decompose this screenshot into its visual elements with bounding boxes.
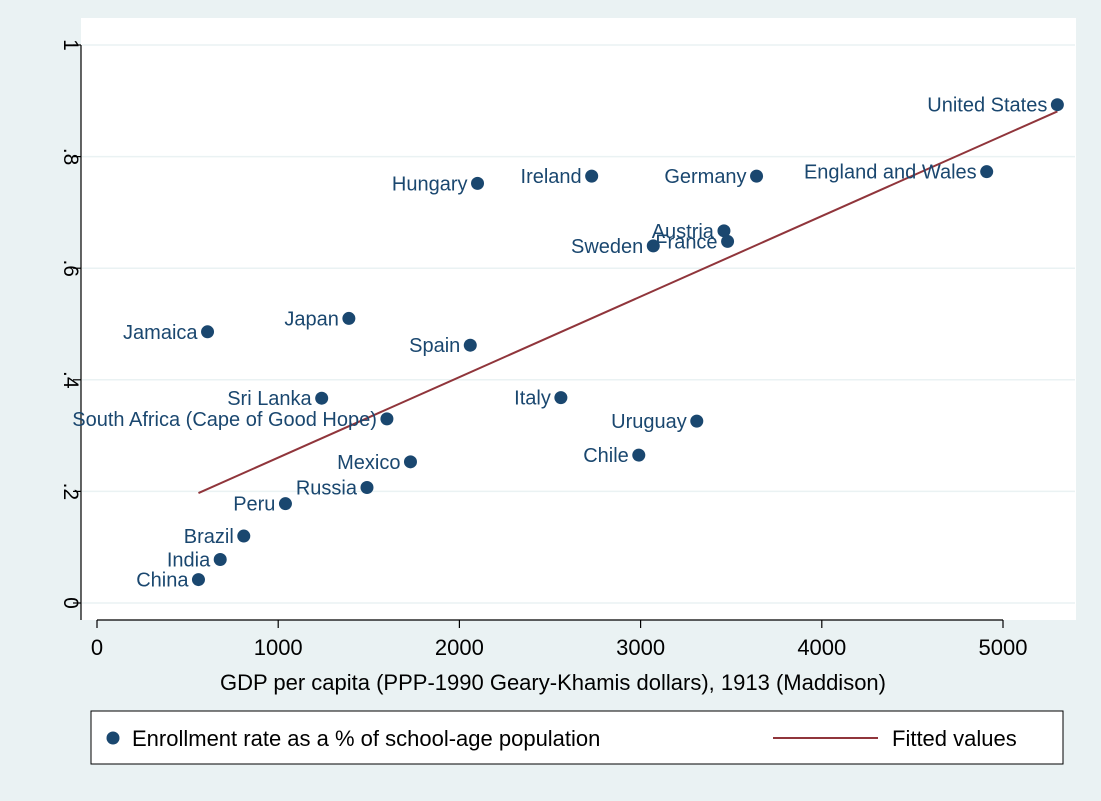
data-label-3: Ireland: [521, 166, 582, 188]
x-axis-title: GDP per capita (PPP-1990 Geary-Khamis do…: [220, 670, 886, 695]
y-tick-label-1: .2: [59, 483, 82, 501]
data-label-20: India: [167, 549, 211, 571]
data-point-9: [201, 325, 215, 339]
data-label-14: Uruguay: [611, 411, 687, 433]
x-tick-label-5: 5000: [979, 635, 1028, 660]
data-point-0: [1050, 98, 1064, 112]
data-label-15: Chile: [583, 445, 629, 467]
x-tick-label-3: 3000: [616, 635, 665, 660]
data-label-13: South Africa (Cape of Good Hope): [72, 409, 377, 431]
data-point-11: [554, 391, 568, 405]
data-point-2: [750, 169, 764, 183]
fitted-line: [198, 110, 1058, 494]
data-point-5: [717, 224, 731, 238]
x-tick-label-0: 0: [91, 635, 103, 660]
data-point-14: [690, 414, 704, 428]
point-labels: United States England and Wales Germany Ire…: [72, 95, 1047, 592]
data-point-21: [191, 573, 205, 587]
data-point-19: [237, 529, 251, 543]
data-point-16: [403, 455, 417, 469]
data-point-17: [360, 480, 374, 494]
data-point-20: [213, 552, 227, 566]
data-point-8: [342, 311, 356, 325]
data-point-18: [278, 497, 292, 511]
x-tick-label-4: 4000: [797, 635, 846, 660]
data-point-1: [980, 165, 994, 179]
data-point-3: [585, 169, 599, 183]
data-point-4: [471, 176, 485, 190]
y-tick-label-4: .8: [59, 148, 82, 166]
data-point-12: [315, 391, 329, 405]
data-label-6: France: [655, 231, 717, 253]
x-tick-label-2: 2000: [435, 635, 484, 660]
data-label-10: Spain: [409, 335, 460, 357]
plot-area: [81, 18, 1076, 620]
y-tick-label-3: .6: [59, 259, 82, 277]
data-label-4: Hungary: [392, 173, 468, 195]
y-tick-label-0: 0: [59, 597, 82, 609]
legend-marker: [106, 731, 120, 745]
legend: Enrollment rate as a % of school-age pop…: [90, 710, 1064, 765]
legend-box: [90, 710, 1064, 765]
data-label-12: Sri Lanka: [227, 388, 312, 410]
data-label-2: Germany: [664, 166, 746, 188]
data-label-1: England and Wales: [804, 162, 977, 184]
legend-label-enrollment: Enrollment rate as a % of school-age pop…: [132, 726, 600, 751]
legend-label-fitted: Fitted values: [892, 726, 1017, 751]
data-label-7: Sweden: [571, 236, 643, 258]
data-label-0: United States: [927, 95, 1047, 117]
fitted-line-layer: [198, 110, 1058, 494]
data-label-16: Mexico: [337, 452, 400, 474]
data-label-5: Austria: [652, 221, 715, 243]
data-point-7: [646, 239, 660, 253]
y-tick-label-2: .4: [59, 371, 82, 389]
data-label-19: Brazil: [184, 526, 234, 548]
grid-lines: [82, 44, 1075, 604]
data-label-18: Peru: [233, 494, 275, 516]
data-label-9: Jamaica: [123, 322, 198, 344]
data-point-6: [721, 234, 735, 248]
axes: 0 .2 .4 .6 .8 1 0 1000 2000 3000 4000 5000: [59, 39, 1027, 660]
data-label-21: China: [136, 570, 189, 592]
data-label-17: Russia: [296, 477, 358, 499]
x-tick-label-1: 1000: [254, 635, 303, 660]
data-label-11: Italy: [514, 388, 551, 410]
y-tick-label-5: 1: [59, 39, 82, 51]
data-points: [191, 98, 1064, 587]
data-point-10: [463, 338, 477, 352]
data-point-13: [380, 412, 394, 426]
data-label-8: Japan: [284, 308, 339, 330]
data-point-15: [632, 448, 646, 462]
